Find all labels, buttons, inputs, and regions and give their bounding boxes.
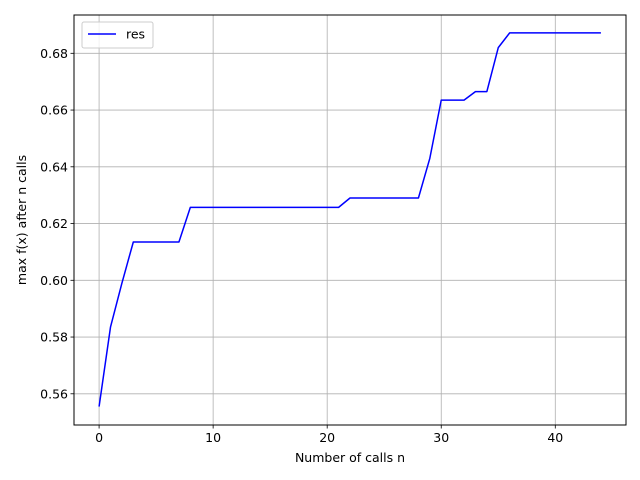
y-tick-label: 0.66 xyxy=(40,103,68,118)
series-layer xyxy=(98,32,601,407)
legend-label-res: res xyxy=(126,27,145,42)
x-tick-label: 40 xyxy=(547,430,563,445)
x-tick-label: 20 xyxy=(319,430,335,445)
y-tick-label: 0.60 xyxy=(40,273,68,288)
y-tick-label: 0.68 xyxy=(40,46,68,61)
y-tick-label: 0.64 xyxy=(40,159,68,174)
x-tick-label: 0 xyxy=(95,430,103,445)
legend: res xyxy=(81,21,154,49)
y-tick-label: 0.62 xyxy=(40,216,68,231)
y-axis-label: max f(x) after n calls xyxy=(14,155,29,285)
plot-frame xyxy=(73,14,627,426)
ticks: 0 10 20 30 40 0.56 0.58 0.60 0.62 0.64 0.66 0.68 xyxy=(40,46,563,445)
y-tick-label: 0.56 xyxy=(40,386,68,401)
x-axis-label: Number of calls n xyxy=(295,450,405,465)
y-tick-label: 0.58 xyxy=(40,330,68,345)
x-tick-label: 30 xyxy=(433,430,449,445)
series-line-res xyxy=(98,32,601,407)
legend-box xyxy=(81,21,154,49)
grid xyxy=(74,15,626,425)
x-tick-label: 10 xyxy=(205,430,221,445)
